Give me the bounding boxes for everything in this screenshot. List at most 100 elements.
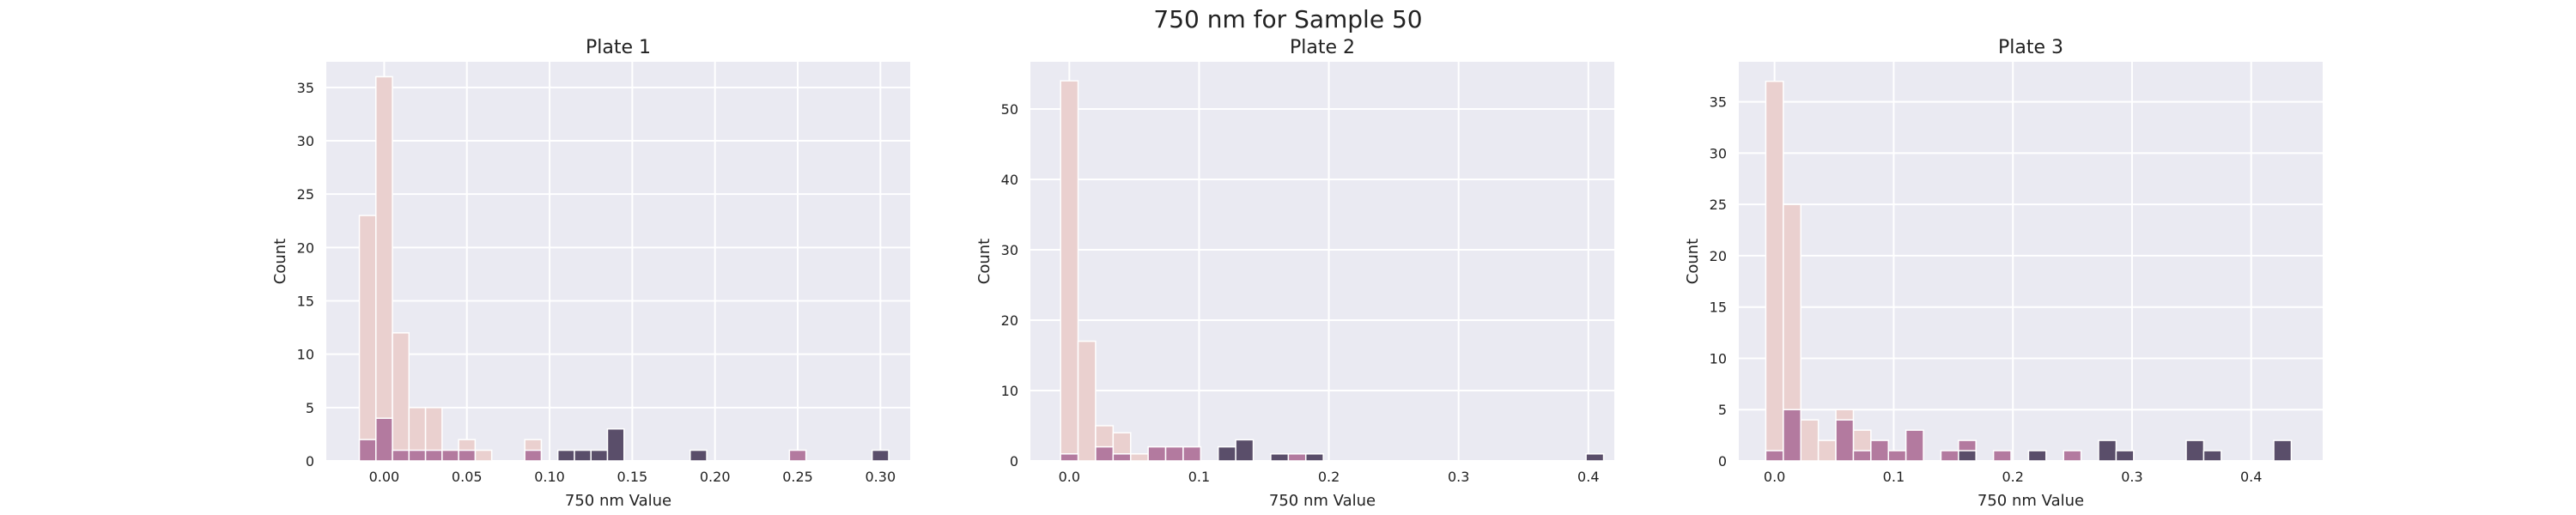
histogram-bar-series-3 bbox=[1217, 445, 1236, 462]
histogram-bar-series-2 bbox=[392, 449, 410, 462]
plot-panel-plate-3: 0.0 0.1 0.2 0.3 0.4 0 5 10 15 20 25 30 35 750 nm Valu… bbox=[1684, 37, 2323, 510]
x-tick-label: 0.4 bbox=[2240, 469, 2262, 485]
histogram-bar-series-2 bbox=[1287, 453, 1307, 462]
x-tick-label: 0.2 bbox=[2002, 469, 2023, 485]
x-tick-label: 0.0 bbox=[1764, 469, 1785, 485]
histogram-bar-series-3 bbox=[690, 449, 708, 462]
histogram-bar-series-2 bbox=[1112, 453, 1132, 462]
y-tick-label: 15 bbox=[1710, 300, 1727, 316]
x-tick-label: 0.20 bbox=[700, 469, 731, 485]
y-tick-label: 10 bbox=[1001, 383, 1018, 399]
histogram-bar-series-2 bbox=[1940, 450, 1959, 462]
y-tick-label: 20 bbox=[1001, 312, 1018, 329]
x-tick-label: 0.30 bbox=[866, 469, 896, 485]
histogram-bar-series-2 bbox=[1164, 445, 1184, 462]
x-tick-label: 0.0 bbox=[1059, 469, 1080, 485]
panel-title: Plate 3 bbox=[1998, 37, 2063, 58]
y-tick-label: 10 bbox=[297, 347, 314, 363]
x-tick-label: 0.15 bbox=[617, 469, 648, 485]
histogram-bar-series-2 bbox=[1870, 439, 1889, 462]
y-axis-label: Count bbox=[271, 239, 289, 284]
y-tick-label: 35 bbox=[1710, 94, 1727, 111]
y-tick-label: 25 bbox=[1710, 197, 1727, 213]
y-tick-label: 15 bbox=[297, 294, 314, 310]
histogram-bar-series-3 bbox=[1585, 453, 1605, 462]
histogram-bar-series-2 bbox=[1182, 445, 1202, 462]
histogram-bar-series-3 bbox=[871, 449, 890, 462]
histogram-bar-series-2 bbox=[424, 449, 443, 462]
histogram-bar-series-2 bbox=[2063, 450, 2082, 462]
y-tick-label: 30 bbox=[1001, 242, 1018, 258]
panel-title: Plate 2 bbox=[1290, 37, 1355, 58]
y-tick-label: 25 bbox=[297, 186, 314, 203]
histogram-bar-series-2 bbox=[1887, 450, 1907, 462]
y-tick-label: 40 bbox=[1001, 172, 1018, 188]
histogram-bar-series-2 bbox=[358, 439, 377, 462]
histogram-bar-series-2 bbox=[1783, 409, 1801, 462]
histogram-bar-series-1 bbox=[1077, 340, 1097, 462]
histogram-bar-series-2 bbox=[1992, 450, 2012, 462]
y-tick-label: 0 bbox=[1718, 453, 1727, 470]
x-tick-label: 0.2 bbox=[1318, 469, 1340, 485]
plot-panel-plate-2: 0.0 0.1 0.2 0.3 0.4 0 10 20 30 40 50 750 nm Value Co… bbox=[975, 37, 1614, 510]
histogram-bar-series-2 bbox=[1060, 453, 1079, 462]
y-tick-label: 0 bbox=[306, 453, 314, 470]
histogram-bar-series-3 bbox=[2027, 450, 2047, 462]
histogram-bar-series-2 bbox=[524, 449, 543, 462]
plot-area bbox=[1739, 62, 2323, 461]
histogram-bar-series-2 bbox=[375, 417, 393, 462]
histogram-bar-series-1 bbox=[474, 449, 493, 462]
x-axis-label: 750 nm Value bbox=[1269, 492, 1376, 510]
histogram-bar-series-3 bbox=[2202, 450, 2222, 462]
x-tick-label: 0.00 bbox=[369, 469, 400, 485]
histogram-bar-series-3 bbox=[574, 449, 592, 462]
y-tick-label: 20 bbox=[297, 239, 314, 256]
histogram-bar-series-2 bbox=[788, 449, 807, 462]
plot-area bbox=[326, 62, 910, 461]
plot-area bbox=[1030, 62, 1614, 461]
histogram-bar-series-3 bbox=[1958, 450, 1977, 462]
y-tick-label: 5 bbox=[306, 400, 314, 416]
histogram-bar-series-3 bbox=[1235, 439, 1255, 462]
x-tick-label: 0.05 bbox=[452, 469, 483, 485]
histogram-bar-series-3 bbox=[2185, 439, 2205, 462]
y-tick-label: 30 bbox=[1710, 145, 1727, 161]
x-tick-label: 0.25 bbox=[782, 469, 813, 485]
y-tick-label: 10 bbox=[1710, 350, 1727, 367]
histogram-bar-series-2 bbox=[1765, 450, 1784, 462]
histogram-bar-series-3 bbox=[2273, 439, 2293, 462]
histogram-bar-series-2 bbox=[1905, 429, 1924, 462]
y-tick-label: 20 bbox=[1710, 248, 1727, 264]
x-tick-label: 0.10 bbox=[534, 469, 565, 485]
histogram-bar-series-1 bbox=[375, 76, 393, 462]
histogram-bar-series-2 bbox=[1095, 445, 1115, 462]
x-tick-label: 0.3 bbox=[1448, 469, 1469, 485]
x-tick-label: 0.1 bbox=[1883, 469, 1905, 485]
x-axis-label: 750 nm Value bbox=[565, 492, 671, 510]
histogram-bar-series-1 bbox=[1129, 453, 1149, 462]
y-tick-label: 50 bbox=[1001, 101, 1018, 118]
x-tick-label: 0.3 bbox=[2121, 469, 2142, 485]
histogram-bar-series-2 bbox=[1147, 445, 1167, 462]
y-tick-label: 5 bbox=[1718, 402, 1727, 418]
y-tick-label: 30 bbox=[297, 133, 314, 149]
histogram-bar-series-3 bbox=[606, 427, 625, 462]
x-axis-label: 750 nm Value bbox=[1978, 492, 2084, 510]
histogram-bar-series-2 bbox=[408, 449, 427, 462]
histogram-bar-series-3 bbox=[590, 449, 609, 462]
histogram-bar-series-3 bbox=[2098, 439, 2117, 462]
histogram-bar-series-2 bbox=[458, 449, 477, 462]
y-tick-label: 35 bbox=[297, 80, 314, 96]
histogram-bar-series-2 bbox=[1835, 419, 1855, 462]
histogram-bar-series-1 bbox=[1060, 80, 1079, 462]
histogram-bar-series-3 bbox=[556, 449, 575, 462]
y-tick-label: 0 bbox=[1010, 453, 1018, 470]
x-tick-label: 0.1 bbox=[1188, 469, 1210, 485]
histogram-bar-series-3 bbox=[1304, 453, 1324, 462]
histogram-bar-series-1 bbox=[1765, 80, 1784, 462]
plot-panel-plate-1: 0.00 0.05 0.10 0.15 0.20 0.25 0.30 0 5 10 15 20 25 30… bbox=[271, 37, 910, 510]
histogram-bar-series-3 bbox=[1270, 453, 1290, 462]
histogram-bar-series-1 bbox=[358, 215, 377, 462]
x-tick-label: 0.4 bbox=[1577, 469, 1599, 485]
figure-title: 750 nm for Sample 50 bbox=[1153, 5, 1423, 33]
